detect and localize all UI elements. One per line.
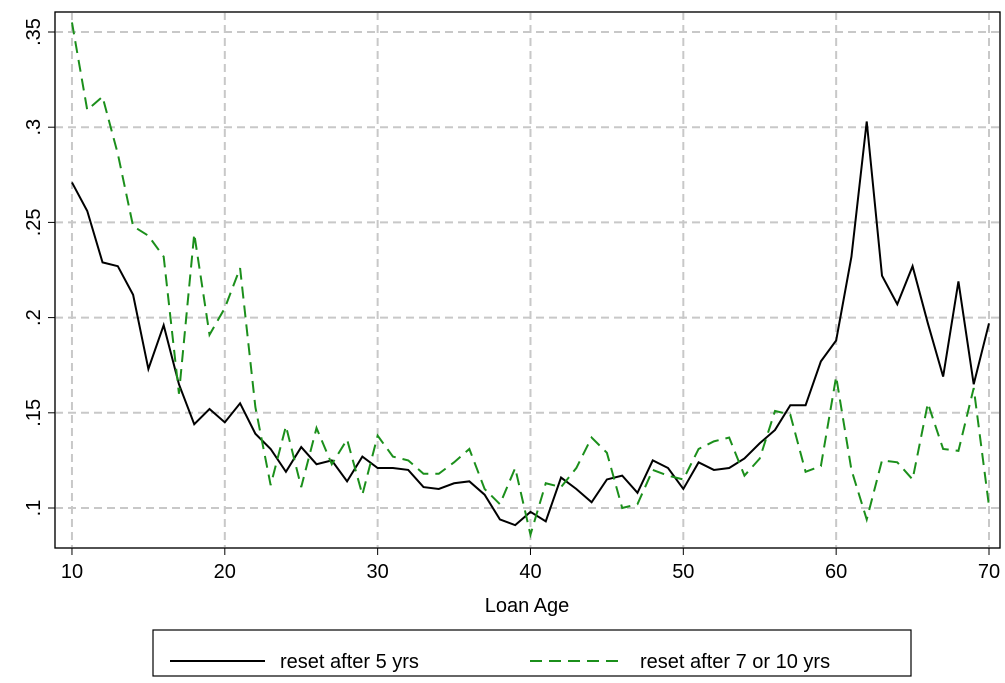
y-tick-label: .25 (23, 208, 45, 236)
x-tick-label: 50 (672, 561, 694, 583)
plot-frame (54, 11, 1001, 549)
x-tick-label: 10 (61, 561, 83, 583)
y-tick-label: .3 (23, 119, 45, 136)
series-line (71, 121, 990, 527)
legend-label: reset after 5 yrs (280, 651, 419, 673)
x-axis-label: Loan Age (485, 595, 570, 617)
x-tick-label: 70 (978, 561, 1000, 583)
x-tick-label: 60 (825, 561, 847, 583)
series-line (70, 22, 990, 539)
x-tick-label: 40 (519, 561, 541, 583)
x-tick-label: 20 (214, 561, 236, 583)
y-tick-label: .1 (23, 500, 45, 517)
plot-border (54, 11, 1001, 549)
y-tick-label: .35 (23, 18, 45, 46)
y-tick-label: .15 (23, 399, 45, 427)
legend-box (152, 629, 912, 677)
y-tick-label: .2 (23, 309, 45, 326)
x-tick-label: 30 (367, 561, 389, 583)
legend-label: reset after 7 or 10 yrs (640, 651, 830, 673)
